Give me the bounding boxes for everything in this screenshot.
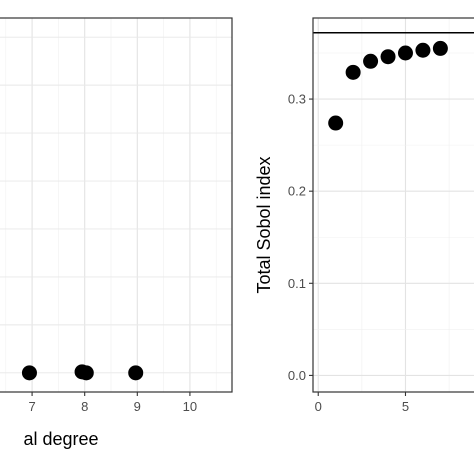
data-point [345,64,361,80]
data-point [432,40,448,56]
data-point [363,53,379,69]
x-tick-label: 9 [134,399,141,414]
y-tick-label: 0.0 [288,368,306,383]
data-point [328,115,344,131]
data-point [397,45,413,61]
y-tick-label: 0.3 [288,92,306,107]
y-tick-label: 0.1 [288,276,306,291]
x-axis-title: al degree [23,429,98,449]
x-tick-label: 8 [81,399,88,414]
x-tick-label: 5 [402,399,409,414]
panel-border [0,17,233,393]
data-point [21,365,37,381]
left-scatter-panel: 7 8 9 10 al degree [0,17,233,449]
x-tick-label: 10 [183,399,197,414]
data-point [128,365,144,381]
x-tick-label: 7 [28,399,35,414]
x-tick-label: 0 [315,399,322,414]
data-point [78,365,94,381]
right-scatter-panel: 0 5 0.0 0.1 0.2 0.3 Total Sobol index [254,17,474,414]
data-point [415,42,431,58]
y-axis-title: Total Sobol index [254,156,274,293]
panel-border [312,17,474,393]
data-point [380,49,396,65]
y-tick-label: 0.2 [288,184,306,199]
